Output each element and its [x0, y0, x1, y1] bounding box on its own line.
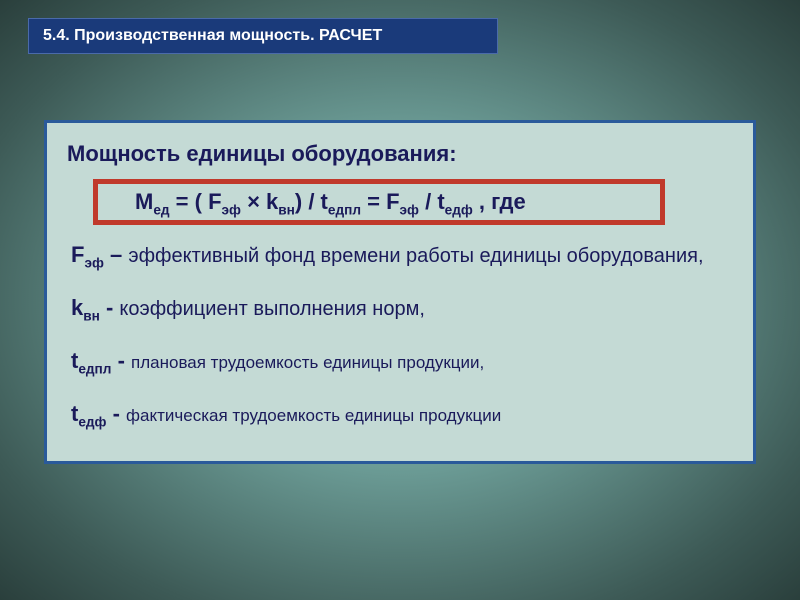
formula-row: Мед = ( Fэф × kвн) / tедпл = Fэф / tедф …: [67, 185, 733, 231]
def-dash: -: [100, 295, 120, 320]
def-dash: -: [106, 401, 126, 426]
definitions-container: Fэф – эффективный фонд времени работы ед…: [67, 241, 733, 431]
formula-tail: , где: [473, 189, 526, 214]
definition-row: kвн - коэффициент выполнения норм,: [67, 294, 733, 325]
formula-F2-sub: эф: [400, 202, 419, 217]
formula-F-sub: эф: [222, 202, 241, 217]
formula-div1: ) / t: [295, 189, 328, 214]
header-bar: 5.4. Производственная мощность. РАСЧЕТ: [28, 18, 498, 54]
def-subscript: эф: [84, 255, 103, 270]
header-text: 5.4. Производственная мощность. РАСЧЕТ: [43, 27, 382, 44]
content-box: Мощность единицы оборудования: Мед = ( F…: [44, 120, 756, 464]
formula-eq2: = F: [361, 189, 400, 214]
content-title: Мощность единицы оборудования:: [67, 141, 733, 167]
def-text: эффективный фонд времени работы единицы …: [128, 245, 703, 267]
def-symbol: kвн: [71, 295, 100, 320]
def-dash: -: [111, 348, 131, 373]
formula-text: Мед = ( Fэф × kвн) / tедпл = Fэф / tедф …: [135, 189, 526, 217]
def-subscript: вн: [83, 309, 100, 324]
formula-M: М: [135, 189, 153, 214]
def-subscript: едпл: [78, 362, 111, 377]
formula-t2-sub: едф: [445, 202, 473, 217]
def-symbol: tедпл: [71, 348, 111, 373]
formula-k-sub: вн: [278, 202, 295, 217]
def-subscript: едф: [78, 415, 106, 430]
definition-row: tедпл - плановая трудоемкость единицы пр…: [67, 347, 733, 378]
def-symbol: Fэф: [71, 242, 104, 267]
formula-M-sub: ед: [153, 202, 169, 217]
formula-t1-sub: едпл: [328, 202, 361, 217]
formula-mult: × k: [241, 189, 278, 214]
def-text: плановая трудоемкость единицы продукции,: [131, 353, 484, 372]
definition-row: Fэф – эффективный фонд времени работы ед…: [67, 241, 733, 272]
def-dash: –: [104, 242, 128, 267]
def-symbol: tедф: [71, 401, 106, 426]
formula-div2: / t: [419, 189, 445, 214]
definition-row: tедф - фактическая трудоемкость единицы …: [67, 400, 733, 431]
formula-eq1: = ( F: [170, 189, 222, 214]
def-text: фактическая трудоемкость единицы продукц…: [126, 406, 501, 425]
def-text: коэффициент выполнения норм,: [119, 298, 424, 320]
